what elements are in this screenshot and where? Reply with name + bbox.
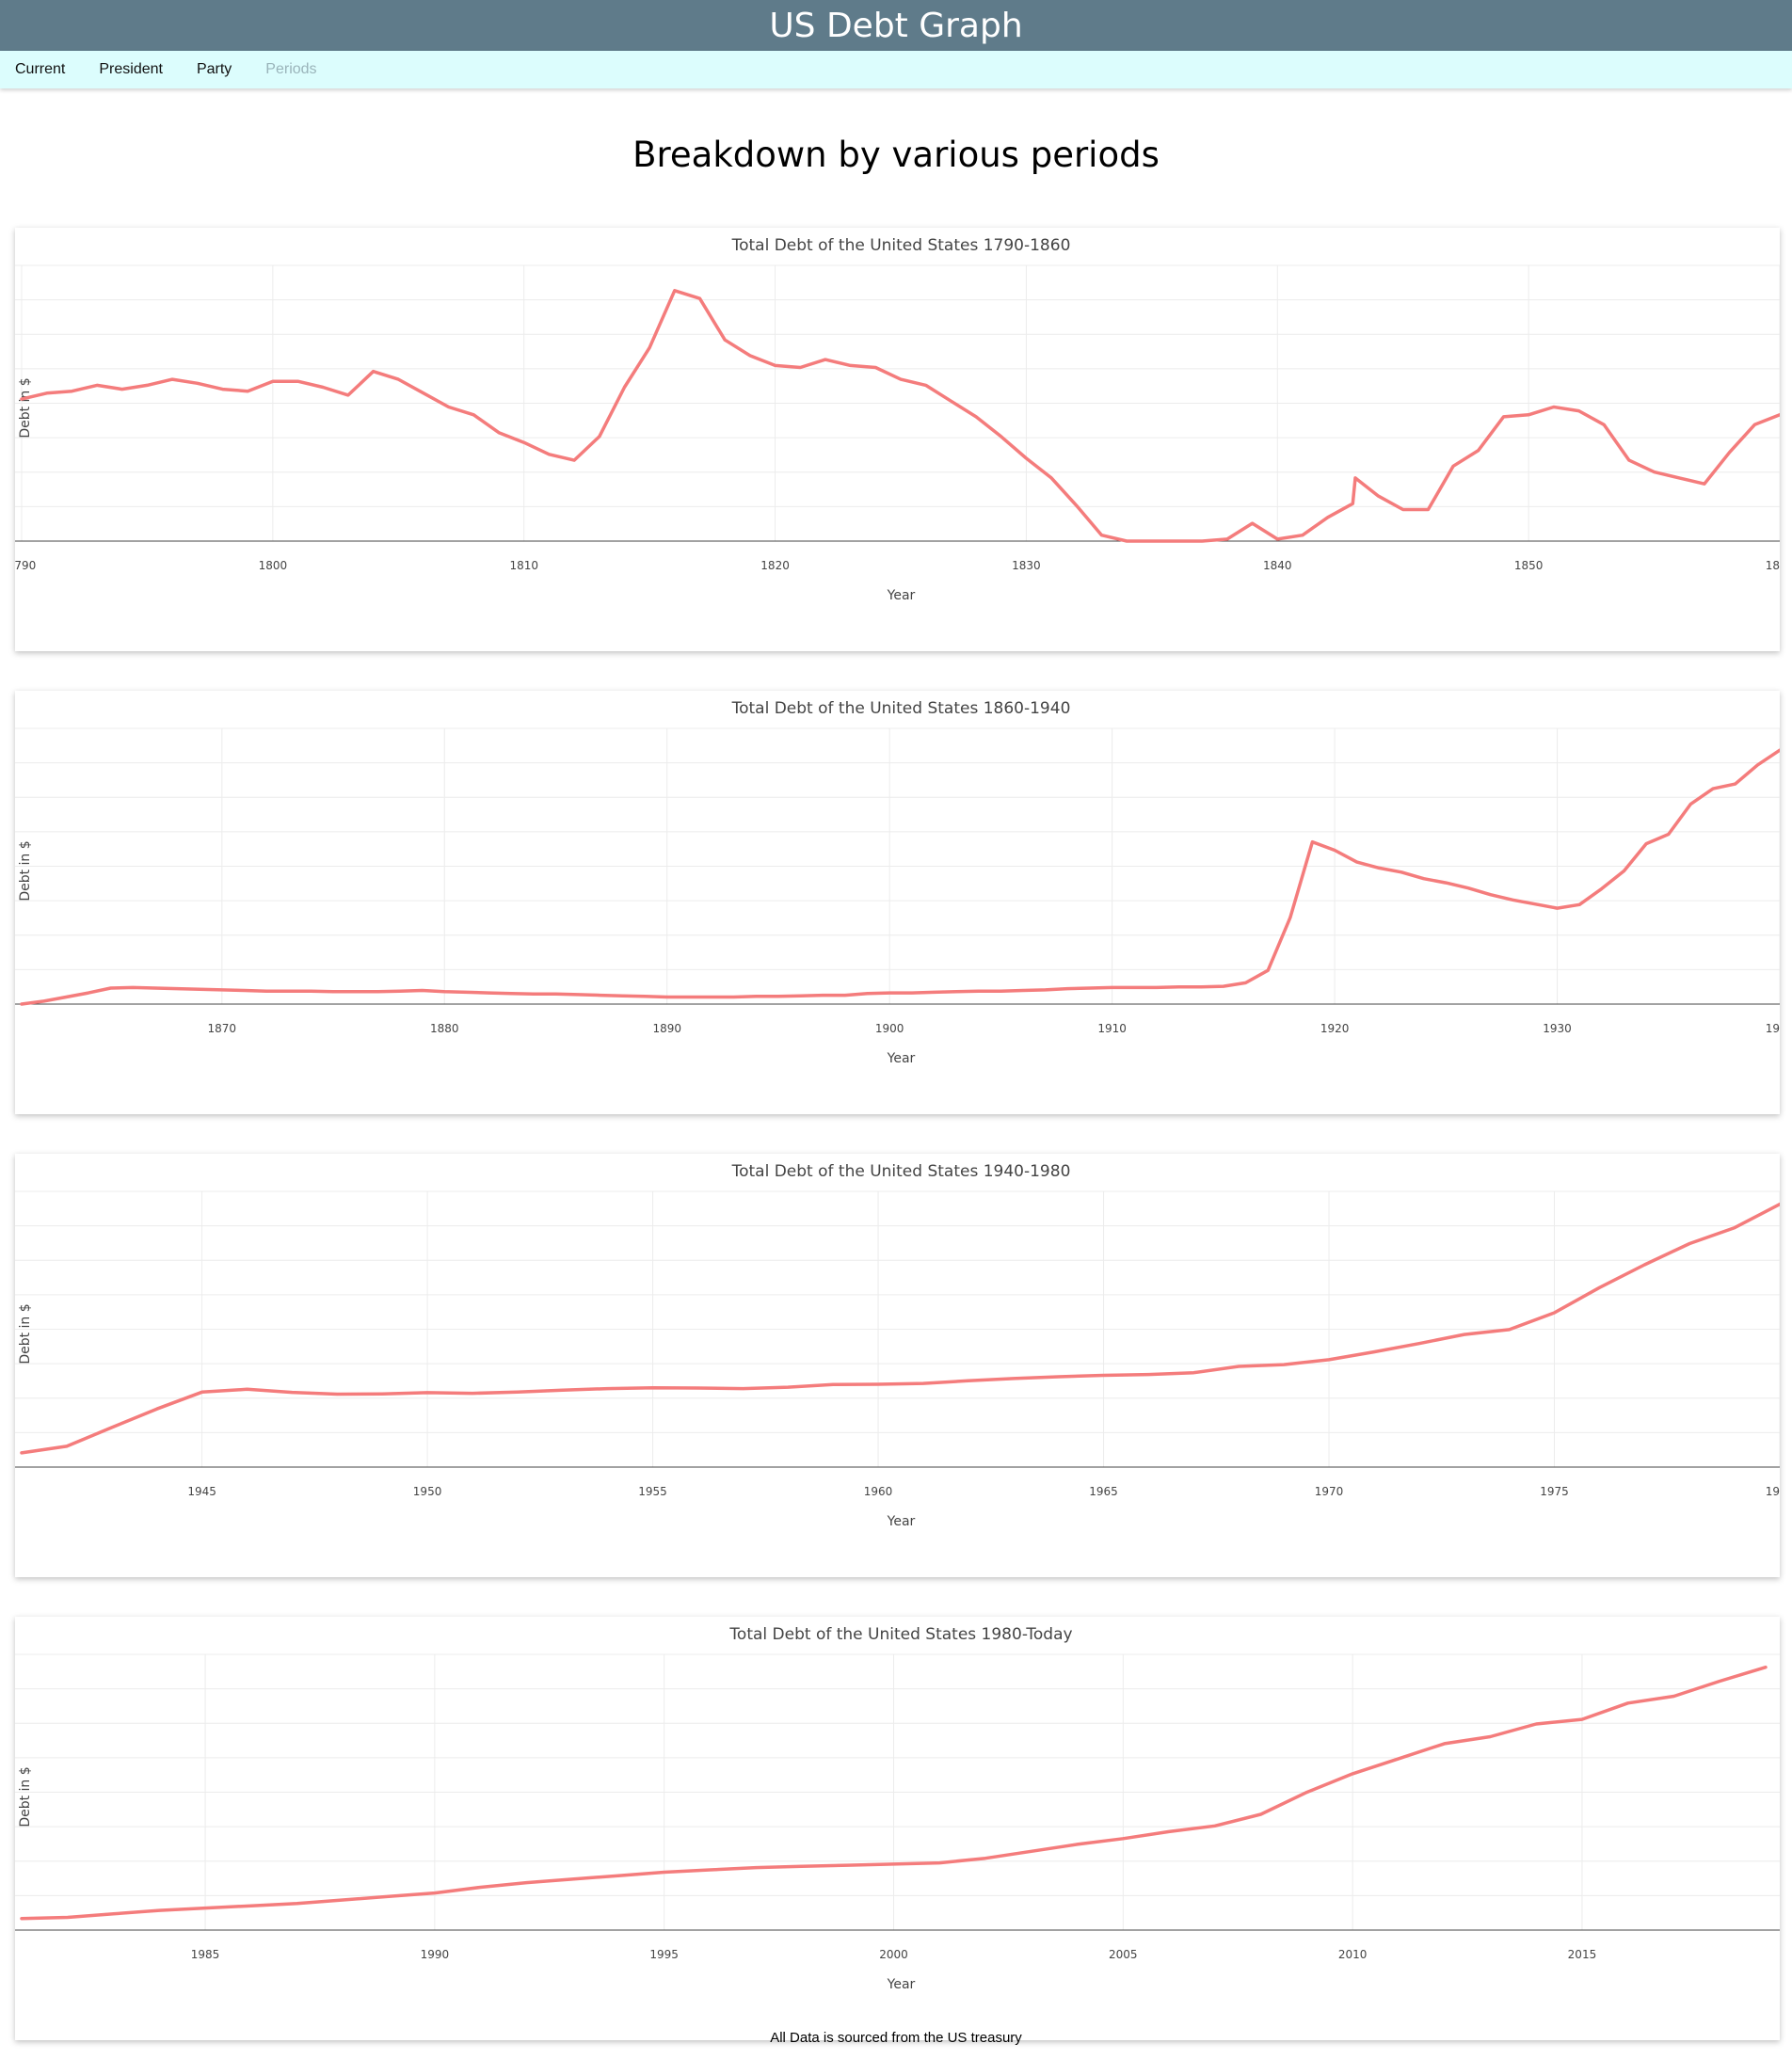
x-tick-label: 1800	[259, 559, 288, 572]
debt-series-line	[20, 1665, 1768, 1921]
debt-series-line	[20, 748, 1780, 1006]
x-axis-label: Year	[887, 588, 916, 603]
x-tick-label: 1970	[1315, 1485, 1344, 1498]
x-tick-label: 1960	[864, 1485, 893, 1498]
x-tick-label: 1840	[1263, 559, 1292, 572]
x-tick-label: 1790	[15, 559, 36, 572]
x-tick-label: 1820	[760, 559, 790, 572]
x-tick-label: 1945	[187, 1485, 216, 1498]
x-tick-label: 1955	[638, 1485, 667, 1498]
nav-periods[interactable]: Periods	[265, 61, 317, 77]
x-tick-label: 1870	[208, 1022, 237, 1035]
y-axis-label: Debt in $	[18, 1766, 33, 1827]
chart-card-1860-1940: Total Debt of the United States 1860-194…	[15, 691, 1780, 1114]
x-tick-label: 2010	[1338, 1948, 1368, 1961]
nav-current[interactable]: Current	[15, 61, 66, 77]
chart-title: Total Debt of the United States 1980-Tod…	[728, 1625, 1072, 1644]
x-tick-label: 1985	[191, 1948, 220, 1961]
x-tick-label: 1950	[413, 1485, 442, 1498]
chart-1860-1940: Total Debt of the United States 1860-194…	[15, 699, 1780, 1066]
x-tick-label: 1900	[875, 1022, 904, 1035]
x-tick-label: 2005	[1109, 1948, 1138, 1961]
chart-1790-1860: Total Debt of the United States 1790-186…	[15, 236, 1780, 603]
nav-party[interactable]: Party	[196, 61, 232, 77]
x-axis-label: Year	[887, 1977, 916, 1992]
app-title: US Debt Graph	[769, 6, 1023, 45]
data-source-note: All Data is sourced from the US treasury	[770, 2030, 1022, 2046]
app-header: US Debt Graph	[0, 0, 1792, 51]
chart-1940-1980: Total Debt of the United States 1940-198…	[15, 1162, 1780, 1529]
x-tick-label: 1980	[1766, 1485, 1780, 1498]
x-axis-label: Year	[887, 1514, 916, 1529]
debt-series-line	[20, 289, 1780, 543]
y-axis-label: Debt in $	[18, 1303, 33, 1364]
x-tick-label: 2000	[879, 1948, 908, 1961]
chart-title: Total Debt of the United States 1860-194…	[731, 699, 1071, 718]
x-tick-label: 1850	[1514, 559, 1544, 572]
y-axis-label: Debt in $	[18, 840, 33, 901]
x-tick-label: 1940	[1766, 1022, 1780, 1035]
x-tick-label: 1860	[1766, 559, 1780, 572]
x-tick-label: 1930	[1543, 1022, 1572, 1035]
x-tick-label: 1880	[430, 1022, 459, 1035]
x-tick-label: 2015	[1568, 1948, 1597, 1961]
chart-card-1790-1860: Total Debt of the United States 1790-186…	[15, 228, 1780, 651]
y-axis-label: Debt in $	[18, 377, 33, 438]
chart-title: Total Debt of the United States 1790-186…	[731, 236, 1071, 255]
nav-bar: Current President Party Periods	[0, 51, 1792, 88]
chart-card-1940-1980: Total Debt of the United States 1940-198…	[15, 1154, 1780, 1577]
chart-title: Total Debt of the United States 1940-198…	[731, 1162, 1071, 1181]
chart-1980-today: Total Debt of the United States 1980-Tod…	[15, 1625, 1780, 1992]
x-tick-label: 1920	[1320, 1022, 1350, 1035]
x-tick-label: 1965	[1089, 1485, 1118, 1498]
x-tick-label: 1810	[509, 559, 538, 572]
page-title: Breakdown by various periods	[632, 135, 1160, 175]
debt-series-line	[20, 1202, 1780, 1455]
x-tick-label: 1990	[421, 1948, 450, 1961]
x-axis-label: Year	[887, 1051, 916, 1066]
x-tick-label: 1890	[652, 1022, 681, 1035]
x-tick-label: 1975	[1540, 1485, 1569, 1498]
x-tick-label: 1995	[649, 1948, 679, 1961]
nav-president[interactable]: President	[99, 61, 163, 77]
x-tick-label: 1830	[1012, 559, 1041, 572]
chart-card-1980-today: Total Debt of the United States 1980-Tod…	[15, 1617, 1780, 2040]
x-tick-label: 1910	[1097, 1022, 1127, 1035]
